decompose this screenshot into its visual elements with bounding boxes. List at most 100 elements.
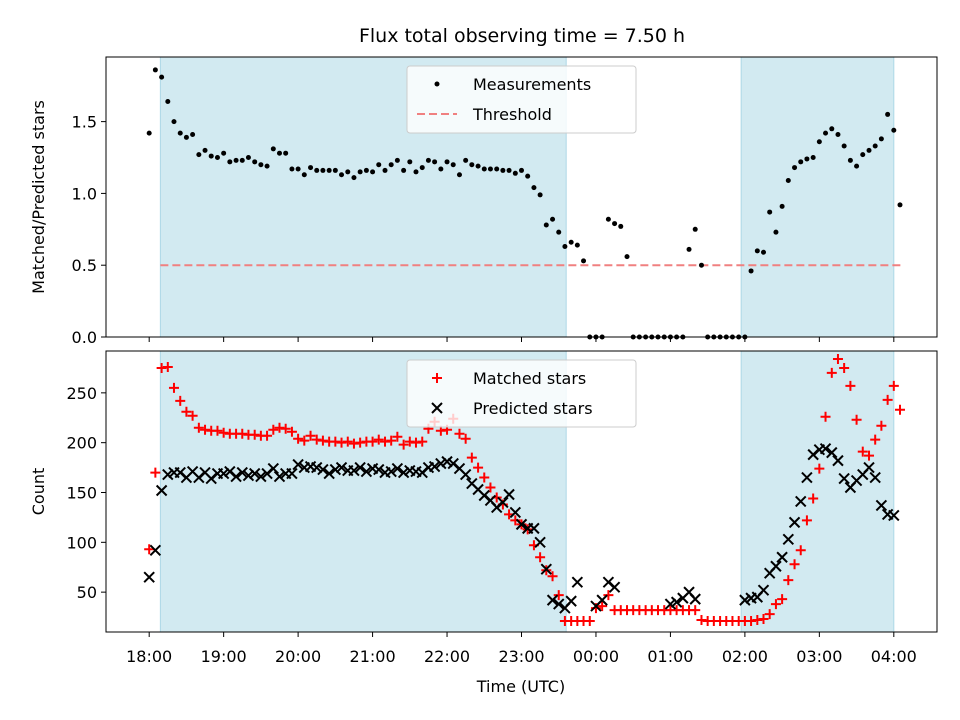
data-point bbox=[227, 159, 233, 165]
data-point bbox=[363, 167, 369, 173]
data-point bbox=[624, 254, 630, 260]
data-point bbox=[795, 545, 806, 556]
x-tick-label: 20:00 bbox=[275, 647, 321, 666]
data-point bbox=[894, 404, 905, 415]
data-point bbox=[612, 221, 618, 227]
data-point bbox=[292, 458, 304, 471]
data-point bbox=[597, 601, 608, 612]
data-point bbox=[401, 167, 407, 173]
data-point bbox=[535, 552, 546, 563]
data-point bbox=[459, 468, 472, 481]
data-point bbox=[525, 173, 531, 179]
data-point bbox=[463, 157, 469, 163]
data-point bbox=[503, 488, 515, 501]
data-point bbox=[519, 167, 524, 173]
data-point bbox=[832, 353, 843, 364]
data-point bbox=[826, 446, 838, 459]
data-point bbox=[273, 470, 286, 483]
data-point bbox=[407, 159, 413, 165]
data-point bbox=[888, 380, 899, 391]
data-point bbox=[413, 169, 419, 175]
data-point bbox=[280, 423, 291, 434]
panel-ratio: 0.0 0.5 1.0 1.5 Matched/Predicted stars Mea… bbox=[29, 56, 938, 347]
data-point bbox=[692, 226, 698, 232]
data-point bbox=[875, 499, 888, 512]
series-1 bbox=[146, 67, 903, 340]
data-point bbox=[370, 169, 376, 175]
data-point bbox=[373, 434, 384, 445]
data-point bbox=[208, 153, 214, 159]
data-point bbox=[816, 139, 822, 145]
points-layer bbox=[146, 67, 903, 340]
data-point bbox=[808, 493, 819, 504]
data-point bbox=[878, 136, 884, 142]
data-point bbox=[221, 150, 227, 156]
data-point bbox=[550, 216, 556, 222]
data-point bbox=[417, 436, 428, 447]
x-axis: 18:00 19:00 20:00 21:00 22:00 23:00 00:00 01:00… bbox=[126, 632, 917, 666]
data-point bbox=[450, 162, 456, 168]
data-point bbox=[168, 382, 179, 393]
data-point bbox=[388, 162, 394, 168]
data-point bbox=[373, 463, 385, 476]
data-point bbox=[761, 249, 767, 255]
data-point bbox=[512, 170, 518, 176]
y-axis-label: Matched/Predicted stars bbox=[29, 100, 48, 294]
data-point bbox=[596, 594, 608, 606]
data-point bbox=[159, 74, 165, 80]
data-point bbox=[392, 431, 403, 442]
data-point bbox=[268, 424, 279, 435]
data-point bbox=[487, 166, 493, 172]
data-point bbox=[262, 430, 273, 441]
data-point bbox=[497, 496, 509, 509]
x-tick-label: 19:00 bbox=[201, 647, 247, 666]
data-point bbox=[581, 258, 587, 264]
legend-marker bbox=[434, 81, 440, 87]
data-point bbox=[698, 262, 704, 268]
data-point bbox=[425, 157, 431, 163]
data-point bbox=[283, 150, 289, 156]
data-point bbox=[165, 99, 171, 105]
data-point bbox=[670, 596, 683, 608]
data-point bbox=[196, 152, 202, 158]
data-point bbox=[553, 590, 564, 601]
data-point bbox=[230, 470, 242, 483]
data-point bbox=[851, 414, 862, 425]
data-point bbox=[795, 495, 807, 508]
y-axis: 0.0 0.5 1.0 1.5 bbox=[72, 113, 106, 347]
data-point bbox=[441, 455, 453, 468]
data-point bbox=[664, 598, 677, 610]
data-point bbox=[826, 367, 837, 378]
data-point bbox=[854, 163, 860, 169]
data-point bbox=[739, 594, 751, 606]
data-point bbox=[574, 242, 580, 248]
x-tick-label: 21:00 bbox=[350, 647, 396, 666]
data-point bbox=[175, 395, 186, 406]
data-point bbox=[217, 467, 230, 480]
y-tick-label: 100 bbox=[66, 533, 97, 552]
x-tick-label: 22:00 bbox=[424, 647, 470, 666]
data-point bbox=[540, 563, 553, 575]
data-point bbox=[494, 166, 500, 172]
y-axis: 50 100 150 200 250 bbox=[66, 384, 106, 602]
y-tick-label: 0.5 bbox=[72, 256, 97, 275]
data-point bbox=[460, 433, 471, 444]
data-point bbox=[276, 150, 282, 156]
data-point bbox=[776, 551, 788, 563]
data-point bbox=[897, 202, 903, 208]
data-point bbox=[792, 165, 798, 171]
data-point bbox=[779, 203, 785, 209]
data-point bbox=[339, 172, 345, 178]
data-point bbox=[435, 457, 447, 470]
data-point bbox=[360, 465, 373, 478]
data-point bbox=[804, 156, 810, 162]
data-point bbox=[857, 446, 868, 457]
points-layer bbox=[143, 353, 905, 627]
data-point bbox=[299, 435, 310, 446]
x-axis-ticks bbox=[148, 337, 895, 342]
data-point bbox=[242, 469, 255, 482]
data-point bbox=[177, 130, 183, 136]
data-point bbox=[758, 614, 769, 625]
data-point bbox=[829, 126, 835, 132]
legend: Matched stars Predicted stars bbox=[406, 359, 637, 428]
